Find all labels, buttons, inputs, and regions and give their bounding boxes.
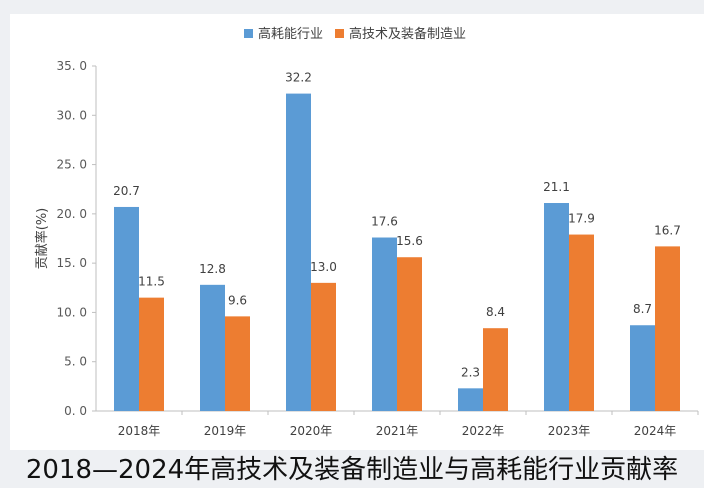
y-tick-label: 30. 0 [56, 108, 87, 122]
bar-high-tech [569, 234, 594, 411]
x-tick-label: 2023年 [548, 424, 591, 438]
data-label: 17.9 [568, 212, 595, 226]
bar-high-tech [311, 282, 336, 411]
data-label: 12.8 [199, 262, 226, 276]
legend-swatch [244, 29, 253, 38]
bar-high-energy [630, 325, 655, 411]
data-label: 2.3 [461, 365, 480, 379]
y-tick-label: 5. 0 [64, 355, 87, 369]
data-label: 17.6 [371, 215, 398, 229]
y-tick-label: 35. 0 [56, 59, 87, 73]
y-tick-label: 15. 0 [56, 256, 87, 270]
y-axis-label: 贡献率(%) [34, 208, 50, 270]
legend-label: 高耗能行业 [258, 26, 323, 42]
data-label: 9.6 [228, 293, 247, 307]
y-tick-label: 20. 0 [56, 207, 87, 221]
bar-high-tech [225, 316, 250, 411]
legend-label: 高技术及装备制造业 [349, 26, 466, 42]
x-tick-label: 2019年 [204, 424, 247, 438]
data-label: 11.5 [138, 275, 165, 289]
x-tick-label: 2021年 [376, 424, 419, 438]
data-label: 20.7 [113, 184, 140, 198]
data-label: 8.4 [486, 305, 505, 319]
y-tick-label: 25. 0 [56, 158, 87, 172]
bar-high-tech [483, 328, 508, 411]
data-label: 13.0 [310, 260, 337, 274]
bar-high-tech [139, 297, 164, 411]
y-tick-label: 0. 0 [64, 404, 87, 418]
y-tick-label: 10. 0 [56, 305, 87, 319]
bar-high-tech [655, 246, 680, 411]
data-label: 32.2 [285, 71, 312, 85]
bar-high-tech [397, 257, 422, 411]
data-label: 8.7 [633, 302, 652, 316]
x-tick-label: 2020年 [290, 424, 333, 438]
data-label: 21.1 [543, 180, 570, 194]
bar-high-energy [200, 284, 225, 411]
data-label: 15.6 [396, 234, 423, 248]
x-tick-label: 2018年 [118, 424, 161, 438]
chart-panel: 0. 0 5. 0 10. 0 15. 0 20. 0 25. 0 30. 0 35. 0 贡献… [10, 14, 704, 450]
data-label: 16.7 [654, 223, 681, 237]
chart-caption: 2018—2024年高技术及装备制造业与高耗能行业贡献率 [25, 455, 679, 485]
x-tick-label: 2024年 [634, 424, 677, 438]
bar-high-energy [372, 237, 397, 411]
legend-swatch [335, 29, 344, 38]
bar-high-energy [114, 206, 139, 411]
bar-chart: 0. 0 5. 0 10. 0 15. 0 20. 0 25. 0 30. 0 35. 0 贡献… [34, 26, 699, 438]
x-tick-label: 2022年 [462, 424, 505, 438]
bar-high-energy [286, 93, 311, 411]
bar-high-energy [458, 388, 483, 411]
bar-high-energy [544, 203, 569, 411]
